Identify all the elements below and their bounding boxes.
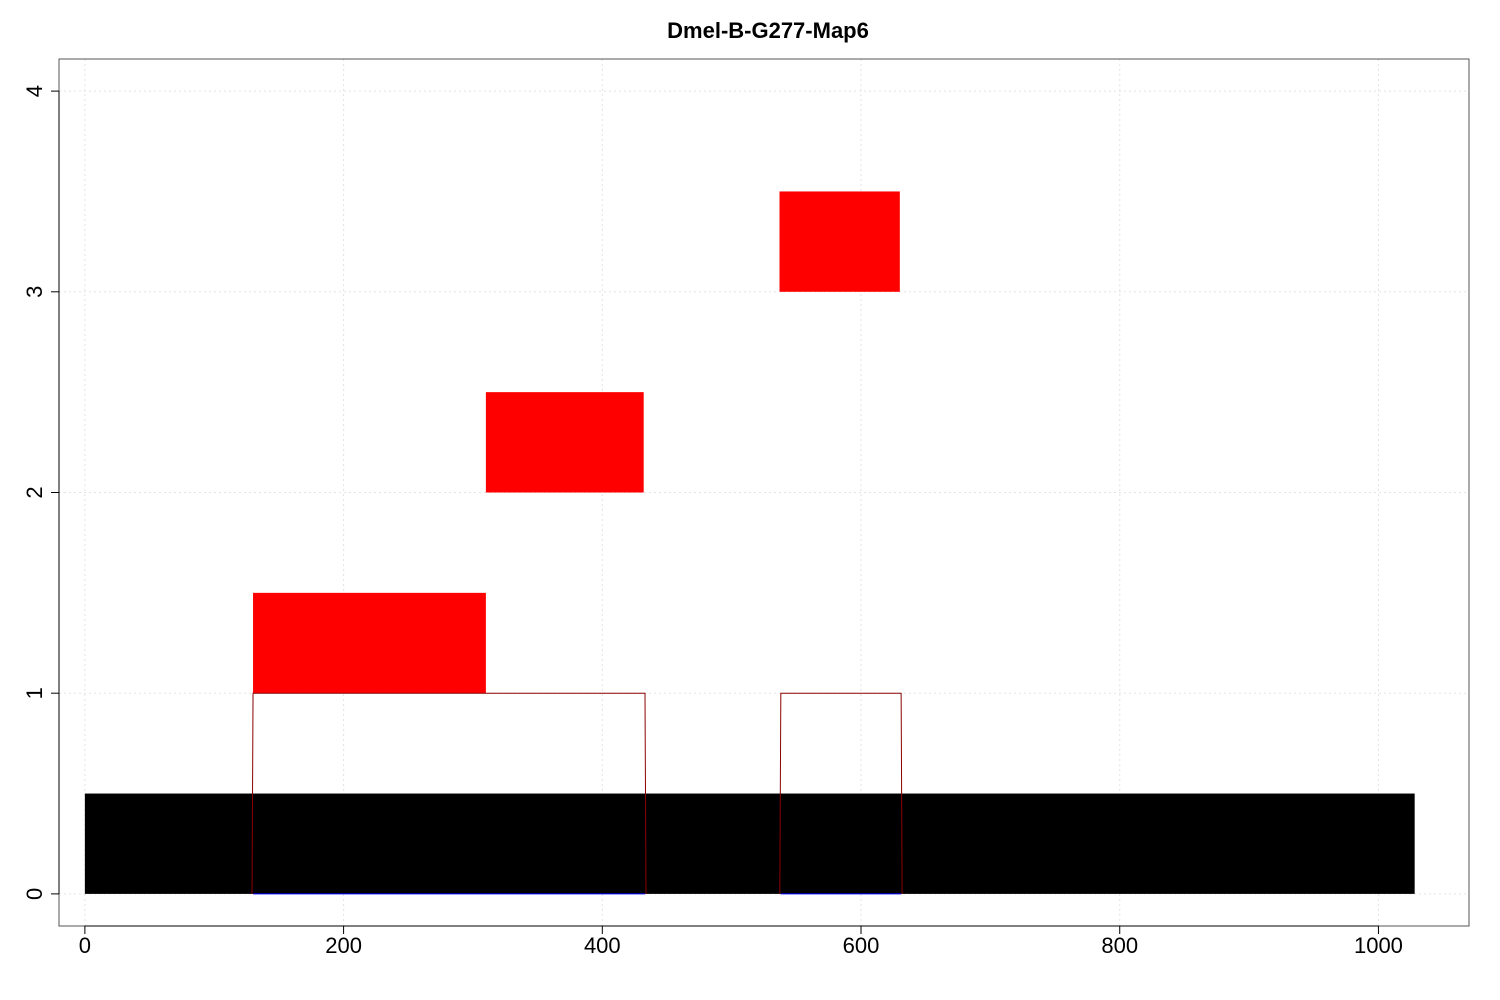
x-tick-label: 1000 — [1354, 933, 1403, 958]
y-tick-label: 4 — [22, 85, 47, 97]
x-tick-label: 0 — [79, 933, 91, 958]
red-block — [779, 191, 900, 292]
axes: 0 200 400 600 800 1000 0 1 2 3 4 — [22, 85, 1403, 958]
chart-title: Dmel-B-G277-Map6 — [667, 18, 869, 43]
y-tick-label: 1 — [22, 687, 47, 699]
base-segment-bar — [84, 793, 1415, 894]
outline-box — [251, 692, 647, 894]
x-tick-label: 600 — [843, 933, 880, 958]
red-block — [253, 592, 486, 694]
x-tick-label: 400 — [584, 933, 621, 958]
x-tick-label: 200 — [325, 933, 362, 958]
red-block — [485, 392, 644, 493]
outline-box — [779, 692, 903, 894]
x-tick-label: 800 — [1101, 933, 1138, 958]
y-tick-label: 0 — [22, 888, 47, 900]
chart-marks — [84, 191, 1415, 895]
y-tick-label: 2 — [22, 486, 47, 498]
y-tick-label: 3 — [22, 286, 47, 298]
